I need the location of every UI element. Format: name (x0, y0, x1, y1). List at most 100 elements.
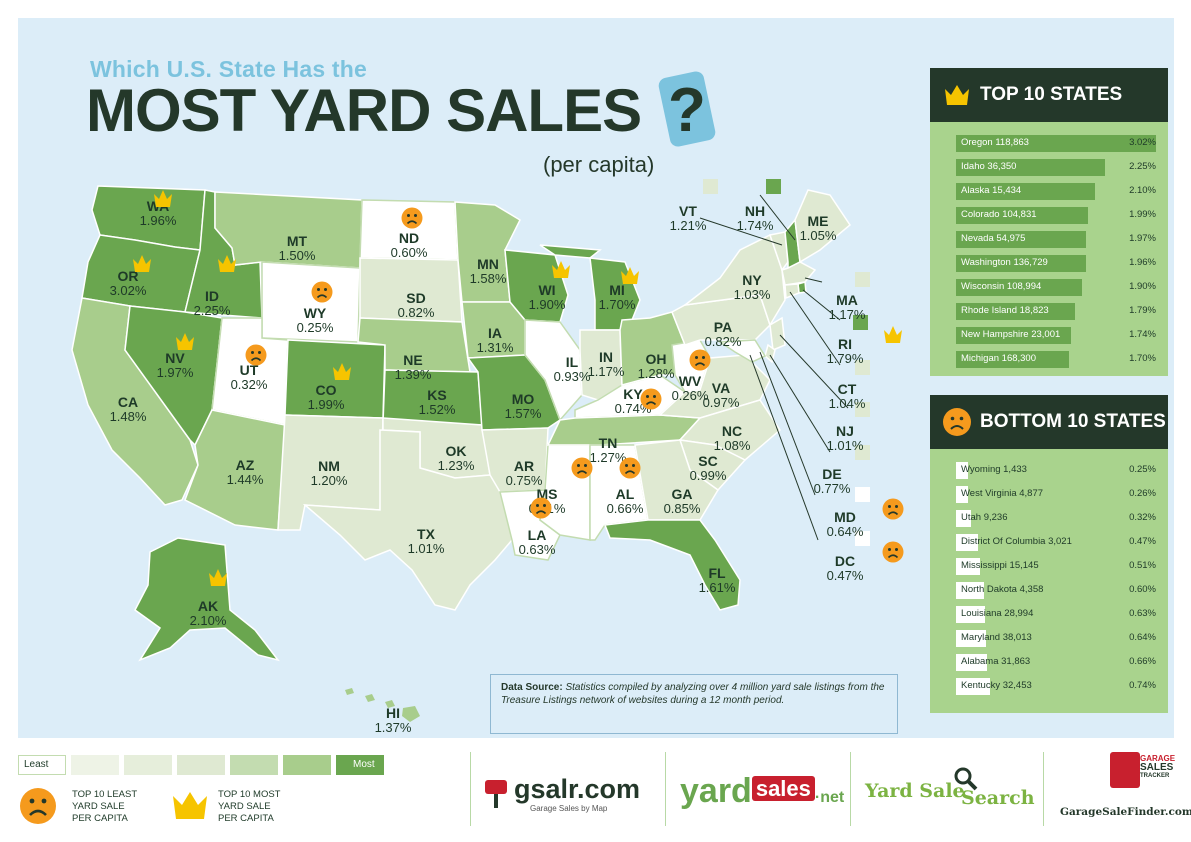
rank-bar (956, 231, 1086, 248)
state-shape-MD[interactable] (717, 339, 767, 363)
state-shape-CT[interactable] (784, 283, 800, 300)
rank-row: Kentucky 32,453 0.74% (956, 675, 1156, 699)
footer-divider (850, 752, 851, 826)
footer-divider (665, 752, 666, 826)
rank-row: Idaho 36,350 2.25% (956, 156, 1156, 180)
rank-bar (956, 558, 980, 575)
rank-row: North Dakota 4,358 0.60% (956, 579, 1156, 603)
legend-least: Least (24, 759, 49, 770)
top10-rows: Oregon 118,863 3.02% Idaho 36,350 2.25% Alas… (930, 122, 1168, 372)
rank-row: Nevada 54,975 1.97% (956, 228, 1156, 252)
state-shape-DE[interactable] (764, 343, 776, 364)
rank-label: Idaho 36,350 (961, 161, 1017, 172)
source-label: Data Source: (501, 682, 563, 693)
tracker-line: TRACKER (1140, 773, 1170, 779)
state-shape-FL[interactable] (603, 519, 741, 611)
rank-bar (956, 534, 978, 551)
rank-label: Mississippi 15,145 (961, 560, 1039, 571)
tracker-tag-icon (1110, 752, 1140, 788)
rank-label: Rhode Island 18,823 (961, 305, 1049, 316)
legend-most: Most (353, 759, 375, 770)
page-title: MOST YARD SALES (86, 77, 642, 144)
legend-most-text: TOP 10 MOST YARD SALE PER CAPITA (218, 789, 280, 825)
garagesalefinder-logo[interactable]: GARAGE SALES TRACKER GarageSaleFinder.co… (1060, 752, 1191, 824)
yardsales-logo[interactable]: yard sales ·net (680, 772, 844, 811)
rank-label: North Dakota 4,358 (961, 584, 1044, 595)
state-shape-MA[interactable] (781, 261, 817, 286)
state-shape-SD[interactable] (359, 257, 463, 323)
rank-value: 1.99% (1129, 209, 1156, 220)
state-shape-MS[interactable] (539, 444, 591, 541)
rank-value: 1.90% (1129, 281, 1156, 292)
legend-least-line: PER CAPITA (72, 813, 128, 824)
page-subtitle: (per capita) (543, 152, 655, 177)
tracker-line: GARAGE (1140, 754, 1176, 763)
rank-value: 0.60% (1129, 584, 1156, 595)
state-shape-ME[interactable] (794, 189, 851, 264)
rank-label: Washington 136,729 (961, 257, 1048, 268)
rank-bar (956, 207, 1088, 224)
rank-row: West Virginia 4,877 0.26% (956, 483, 1156, 507)
crown-icon (945, 85, 969, 105)
state-shape-AK[interactable] (134, 537, 280, 662)
state-shape-MT[interactable] (214, 191, 363, 269)
rank-bar (956, 327, 1071, 344)
legend-least-line: TOP 10 LEAST (72, 789, 138, 800)
rank-label: Colorado 104,831 (961, 209, 1037, 220)
rank-value: 0.74% (1129, 680, 1156, 691)
state-shape-NJ[interactable] (769, 316, 786, 352)
frown-icon (20, 788, 56, 824)
rank-bar (956, 630, 986, 647)
question-mark: ? (668, 76, 706, 145)
rank-value: 1.79% (1129, 305, 1156, 316)
gsalr-name: gsalr.com (514, 774, 641, 804)
data-source-box: Data Source: Statistics compiled by anal… (490, 674, 898, 734)
top10-title: TOP 10 STATES (980, 84, 1123, 105)
rank-bar (956, 279, 1082, 296)
yardsales-b: sales (751, 776, 815, 801)
rank-value: 1.96% (1129, 257, 1156, 268)
rank-row: New Hampshire 23,001 1.74% (956, 324, 1156, 348)
state-shape-PA[interactable] (671, 294, 771, 346)
rank-label: Nevada 54,975 (961, 233, 1026, 244)
rank-row: Alabama 31,863 0.66% (956, 651, 1156, 675)
rank-value: 0.32% (1129, 512, 1156, 523)
rank-label: Wisconsin 108,994 (961, 281, 1042, 292)
title-line1: Which U.S. State Has the (90, 56, 368, 82)
rank-value: 0.64% (1129, 632, 1156, 643)
rank-bar (956, 255, 1086, 272)
rank-bar (956, 654, 987, 671)
bottom10-title: BOTTOM 10 STATES (980, 411, 1166, 432)
state-shape-VA[interactable] (658, 354, 771, 419)
mailbox-icon (485, 780, 507, 808)
top10-panel: TOP 10 STATES Oregon 118,863 3.02% Idaho 3… (930, 68, 1168, 376)
state-shape-IL[interactable] (524, 319, 583, 422)
rank-label: Oregon 118,863 (961, 137, 1029, 148)
yss-b: Search (961, 787, 1035, 809)
rank-row: Colorado 104,831 1.99% (956, 204, 1156, 228)
state-shape-IA[interactable] (461, 301, 526, 359)
legend-swatch-6 (283, 755, 331, 775)
rank-value: 1.74% (1129, 329, 1156, 340)
rank-row: District Of Columbia 3,021 0.47% (956, 531, 1156, 555)
state-shape-CO[interactable] (284, 339, 386, 419)
rank-bar (956, 183, 1095, 200)
state-shape-KS[interactable] (382, 369, 483, 426)
rank-label: Kentucky 32,453 (961, 680, 1032, 691)
rank-label: Alabama 31,863 (961, 656, 1031, 667)
rank-row: Mississippi 15,145 0.51% (956, 555, 1156, 579)
state-shape-ND[interactable] (359, 199, 459, 261)
rank-label: Maryland 38,013 (961, 632, 1032, 643)
state-shape-TX[interactable] (302, 429, 513, 611)
rank-row: Utah 9,236 0.32% (956, 507, 1156, 531)
rank-row: Oregon 118,863 3.02% (956, 132, 1156, 156)
state-shape-WY[interactable] (261, 261, 361, 343)
bottom10-panel: BOTTOM 10 STATES Wyoming 1,433 0.25% West … (930, 395, 1168, 713)
rank-bar (956, 582, 984, 599)
rank-label: Alaska 15,434 (961, 185, 1022, 196)
state-shape-HI[interactable] (345, 688, 420, 722)
rank-bar (956, 159, 1105, 176)
rank-value: 3.02% (1129, 137, 1156, 148)
source-text: Statistics compiled by analyzing over 4 … (501, 682, 885, 706)
rank-bar (956, 510, 971, 527)
